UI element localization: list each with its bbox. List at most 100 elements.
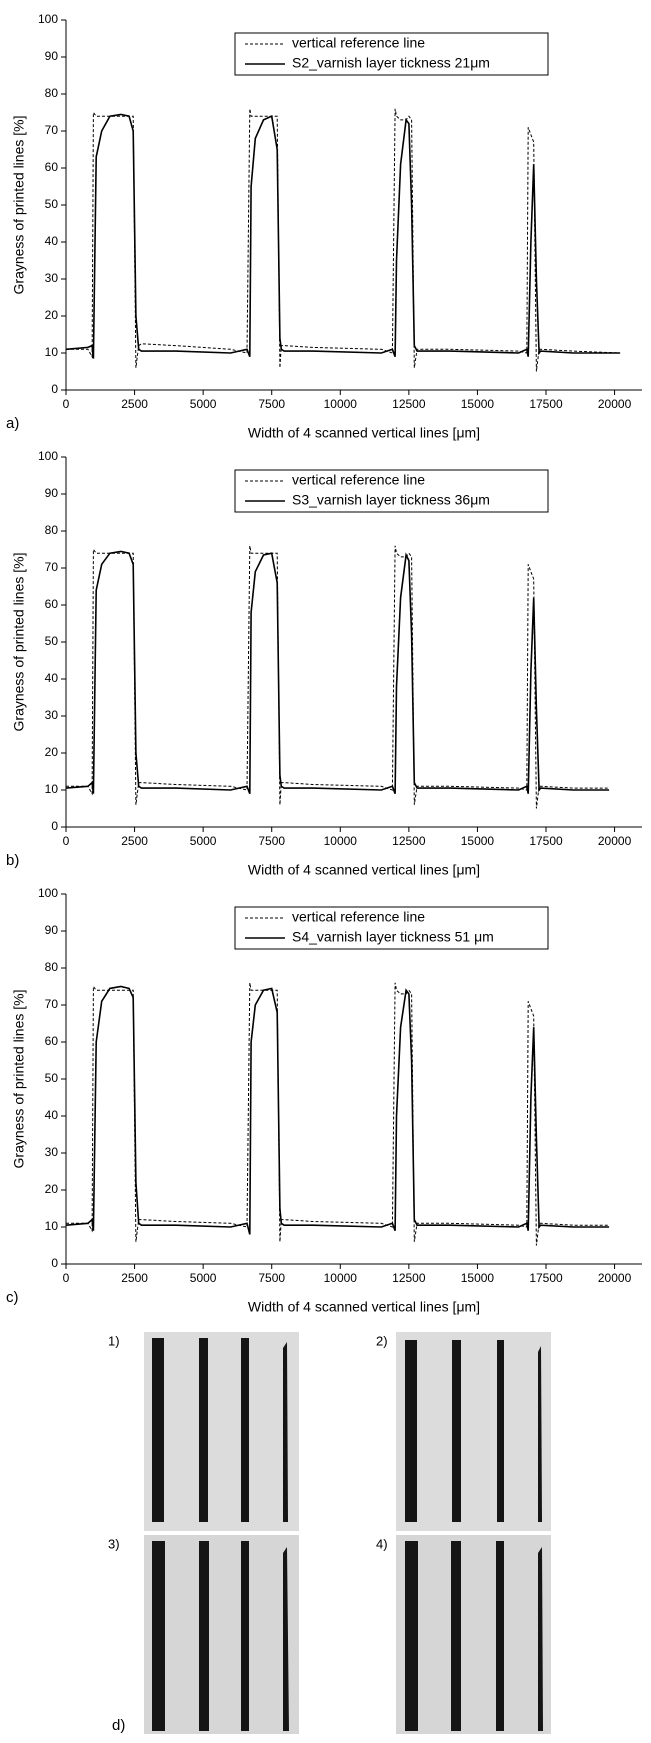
printed-bars: [152, 1338, 543, 1731]
y-axis-label: Grayness of printed lines [%]: [11, 990, 27, 1169]
series-line: [65, 113, 621, 359]
x-tick-label: 2500: [121, 1271, 148, 1285]
y-tick-label: 60: [45, 160, 59, 174]
y-tick-label: 50: [45, 1071, 59, 1085]
x-tick-label: 20000: [598, 1271, 632, 1285]
y-tick-label: 100: [38, 449, 58, 463]
legend-box: [234, 32, 549, 76]
y-tick-label: 50: [45, 197, 59, 211]
photo-label: 1): [108, 1333, 120, 1348]
x-tick-label: 10000: [324, 397, 358, 411]
legend-label: S2_varnish layer tickness 21μm: [292, 55, 490, 71]
x-tick-label: 12500: [392, 834, 426, 848]
y-tick-label: 30: [45, 1145, 59, 1159]
legend-label: S3_varnish layer tickness 36μm: [292, 492, 490, 508]
y-tick-label: 70: [45, 997, 59, 1011]
y-tick-label: 50: [45, 634, 59, 648]
y-tick-label: 20: [45, 745, 59, 759]
x-tick-label: 15000: [461, 1271, 495, 1285]
y-tick-label: 70: [45, 560, 59, 574]
legend: vertical reference line S3_varnish layer …: [234, 469, 549, 513]
panel-label: b): [6, 852, 19, 869]
photo-label: 4): [376, 1536, 388, 1551]
y-tick-label: 40: [45, 234, 59, 248]
y-tick-label: 90: [45, 49, 59, 63]
x-tick-label: 17500: [529, 834, 563, 848]
legend-label: vertical reference line: [292, 909, 425, 925]
y-tick-label: 60: [45, 597, 59, 611]
y-tick-label: 90: [45, 923, 59, 937]
y-tick-label: 40: [45, 671, 59, 685]
photo: [396, 1332, 551, 1531]
x-tick-label: 7500: [258, 397, 285, 411]
chart: 0 10 20 30 40 50 60 70 80 90 100 0 2500 5000 7500 10000…: [6, 449, 642, 878]
x-tick-label: 12500: [392, 1271, 426, 1285]
y-axis-label: Grayness of printed lines [%]: [11, 116, 27, 295]
x-tick-label: 0: [63, 834, 70, 848]
x-tick-label: 12500: [392, 397, 426, 411]
photo: [144, 1535, 299, 1734]
y-tick-label: 60: [45, 1034, 59, 1048]
y-tick-label: 80: [45, 86, 59, 100]
x-axis-label: Width of 4 scanned vertical lines [μm]: [248, 862, 480, 878]
y-tick-label: 20: [45, 1182, 59, 1196]
y-tick-label: 10: [45, 345, 59, 359]
photo-label: 3): [108, 1536, 120, 1551]
x-tick-label: 0: [63, 1271, 70, 1285]
photo-panels: 1) 2) 3) 4) d): [108, 1332, 551, 1734]
x-tick-label: 0: [63, 397, 70, 411]
panel-label: a): [6, 415, 19, 432]
x-axis-label: Width of 4 scanned vertical lines [μm]: [248, 425, 480, 441]
y-tick-label: 0: [51, 1256, 58, 1270]
series-line: [66, 108, 621, 372]
y-tick-label: 30: [45, 708, 59, 722]
y-tick-label: 0: [51, 382, 58, 396]
x-tick-label: 5000: [190, 834, 217, 848]
x-tick-label: 15000: [461, 834, 495, 848]
series-line: [66, 982, 610, 1246]
y-tick-label: 30: [45, 271, 59, 285]
x-tick-label: 10000: [324, 834, 358, 848]
chart: 0 10 20 30 40 50 60 70 80 90 100 0 2500 5000 7500 10000…: [6, 886, 642, 1315]
x-tick-label: 17500: [529, 1271, 563, 1285]
x-tick-label: 20000: [598, 397, 632, 411]
x-tick-label: 2500: [121, 397, 148, 411]
series-line: [66, 545, 610, 809]
x-tick-label: 7500: [258, 1271, 285, 1285]
x-tick-label: 5000: [190, 1271, 217, 1285]
y-tick-label: 10: [45, 782, 59, 796]
x-tick-label: 17500: [529, 397, 563, 411]
panel-label: c): [6, 1289, 19, 1306]
y-axis-label: Grayness of printed lines [%]: [11, 553, 27, 732]
x-tick-label: 20000: [598, 834, 632, 848]
legend-label: vertical reference line: [292, 35, 425, 51]
y-tick-label: 0: [51, 819, 58, 833]
legend-label: vertical reference line: [292, 472, 425, 488]
x-tick-label: 15000: [461, 397, 495, 411]
y-tick-label: 70: [45, 123, 59, 137]
photo: [144, 1332, 299, 1531]
y-tick-label: 10: [45, 1219, 59, 1233]
y-tick-label: 80: [45, 960, 59, 974]
legend-box: [234, 469, 549, 513]
legend: vertical reference line S2_varnish layer …: [234, 32, 549, 76]
y-tick-label: 90: [45, 486, 59, 500]
legend-label: S4_varnish layer tickness 51 μm: [292, 929, 494, 945]
y-tick-label: 80: [45, 523, 59, 537]
legend-box: [234, 906, 549, 950]
y-tick-label: 100: [38, 886, 58, 900]
x-tick-label: 2500: [121, 834, 148, 848]
y-tick-label: 20: [45, 308, 59, 322]
y-tick-label: 40: [45, 1108, 59, 1122]
x-tick-label: 10000: [324, 1271, 358, 1285]
x-tick-label: 5000: [190, 397, 217, 411]
chart: 0 10 20 30 40 50 60 70 80 90 100 0 2500 5000 7500 10000…: [6, 12, 642, 441]
y-tick-label: 100: [38, 12, 58, 26]
photo: [396, 1535, 551, 1734]
panel-label: d): [112, 1717, 125, 1734]
x-axis-label: Width of 4 scanned vertical lines [μm]: [248, 1299, 480, 1315]
x-tick-label: 7500: [258, 834, 285, 848]
series-line: [65, 985, 610, 1235]
series-line: [65, 550, 610, 794]
